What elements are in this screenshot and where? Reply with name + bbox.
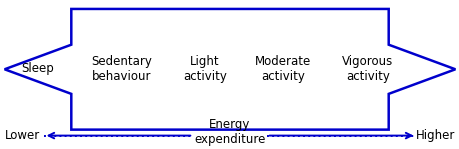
Text: Sedentary
behaviour: Sedentary behaviour — [91, 55, 152, 83]
Text: Higher: Higher — [415, 129, 454, 142]
Text: Moderate
activity: Moderate activity — [254, 55, 310, 83]
Polygon shape — [5, 9, 454, 130]
Text: Lower: Lower — [5, 129, 40, 142]
Text: Light
activity: Light activity — [182, 55, 226, 83]
Text: Energy
expenditure: Energy expenditure — [194, 118, 265, 146]
Text: Vigorous
activity: Vigorous activity — [341, 55, 393, 83]
Text: Sleep: Sleep — [21, 62, 54, 75]
